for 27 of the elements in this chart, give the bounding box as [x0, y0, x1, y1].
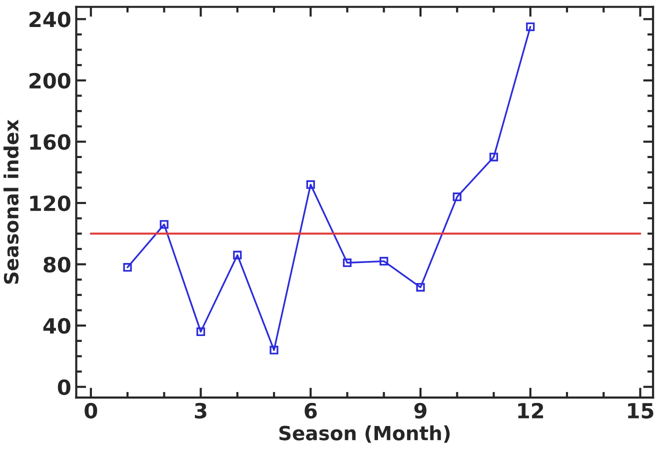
point	[196, 327, 206, 336]
point	[233, 250, 242, 260]
y-tick-label: 80	[44, 256, 70, 272]
point	[123, 263, 132, 272]
x-tick-label: 3	[194, 402, 206, 419]
y-tick-label: 200	[30, 72, 70, 89]
point	[526, 22, 535, 32]
x-tick-label: 15	[628, 403, 654, 419]
point	[160, 220, 168, 229]
y-tick-label: 160	[30, 134, 70, 150]
x-tick-label: 0	[84, 402, 98, 419]
y-tick-label: 240	[30, 12, 70, 28]
x-axis-title: Season (Month)	[279, 425, 450, 443]
y-tick-label: 40	[43, 318, 70, 334]
x-tick-label: 9	[414, 402, 426, 419]
point	[306, 180, 315, 189]
point	[342, 258, 352, 268]
y-tick-label: 120	[30, 195, 70, 212]
point	[452, 192, 462, 202]
point	[270, 346, 278, 354]
y-axis-title: Seasonal index	[4, 120, 19, 284]
x-tick-label: 6	[304, 402, 317, 419]
point	[380, 256, 388, 266]
point	[416, 282, 425, 292]
y-tick-label: 0	[58, 379, 70, 396]
point	[489, 152, 498, 162]
x-tick-label: 12	[518, 402, 544, 418]
